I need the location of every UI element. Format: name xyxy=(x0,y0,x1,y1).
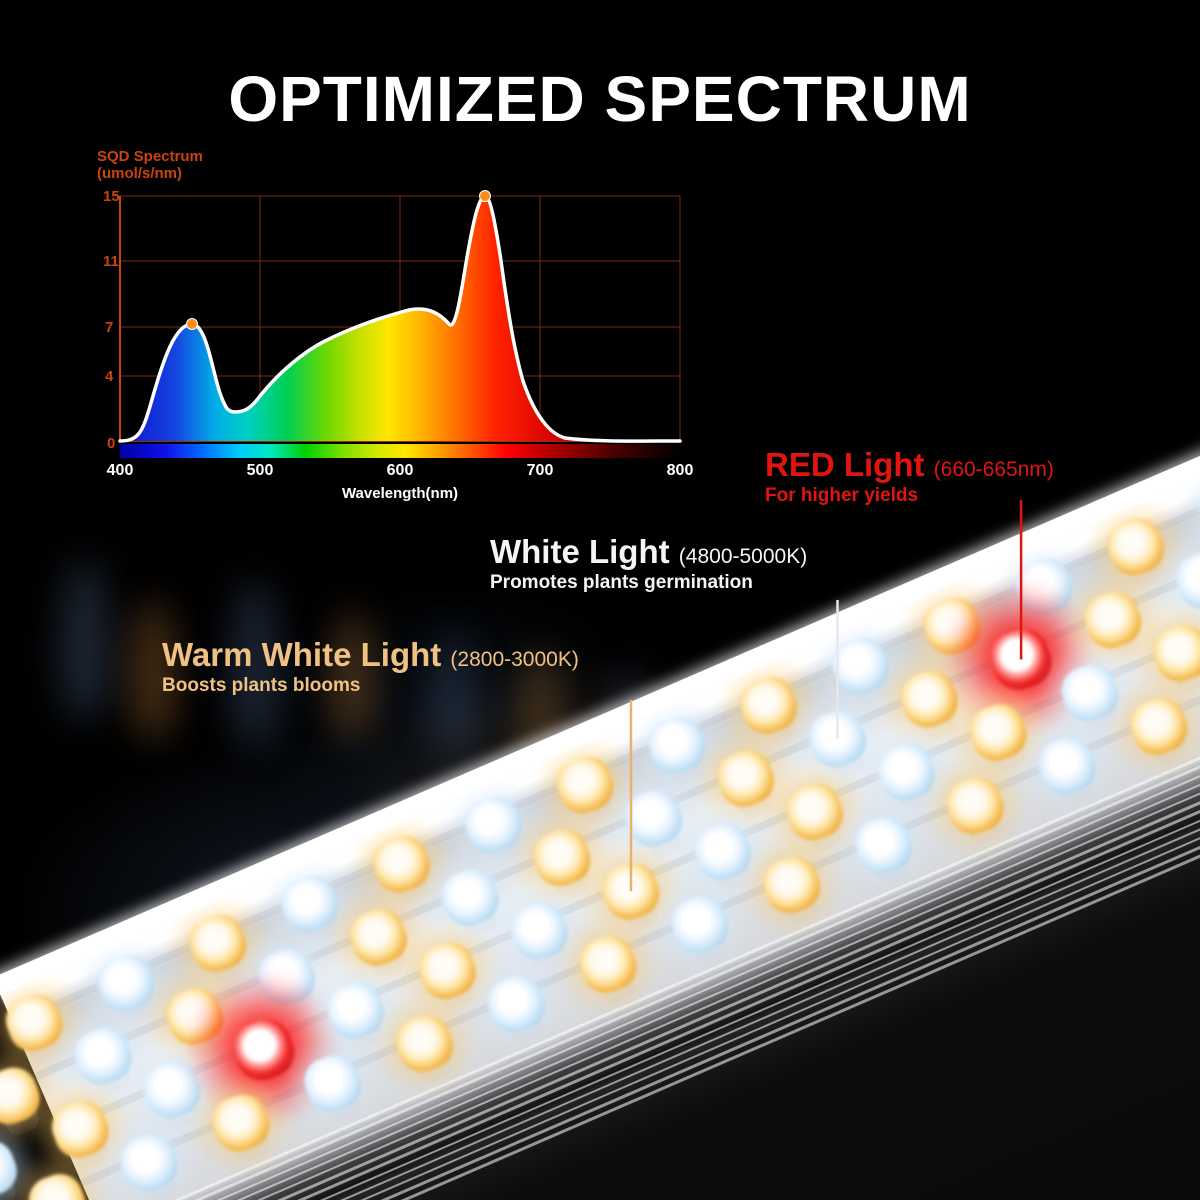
svg-text:700: 700 xyxy=(527,462,554,479)
svg-text:7: 7 xyxy=(105,319,113,336)
svg-text:Wavelength(nm): Wavelength(nm) xyxy=(342,485,458,502)
svg-text:4: 4 xyxy=(105,368,114,385)
svg-text:11: 11 xyxy=(103,253,119,270)
svg-text:600: 600 xyxy=(387,462,414,479)
svg-text:400: 400 xyxy=(107,462,134,479)
svg-text:800: 800 xyxy=(667,462,694,479)
svg-text:500: 500 xyxy=(247,462,274,479)
svg-text:15: 15 xyxy=(103,188,120,205)
svg-text:0: 0 xyxy=(107,435,115,452)
